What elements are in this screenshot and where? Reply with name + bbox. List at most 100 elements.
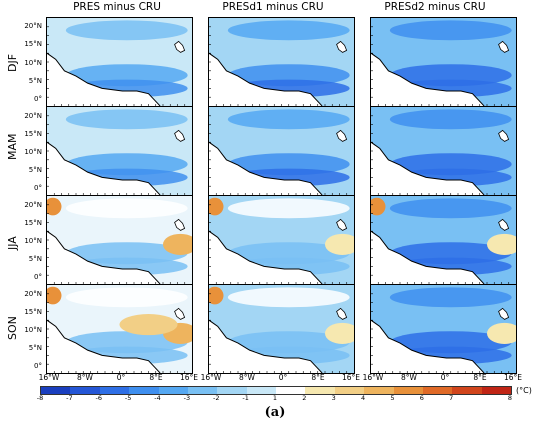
xtick: 16°E [179,373,199,382]
map-panel [46,284,193,374]
colorbar-segment [364,387,394,394]
anomaly-zone [227,331,350,354]
coastline [209,52,323,106]
xtick: 0° [116,373,126,382]
colorbar-segment [246,387,276,394]
anomaly-zone [65,64,188,87]
lake-outline [498,40,510,53]
map-panel [370,284,517,374]
ytick: 20°N [24,290,42,298]
coastline [371,230,485,284]
map-panel [370,195,517,285]
ytick: 15°N [24,130,42,138]
anomaly-map [47,196,192,284]
map-panel [208,17,355,107]
column-title-1: PRES minus CRU [73,1,161,13]
ytick: 5°N [28,255,42,263]
ytick: 0° [34,95,42,103]
colorbar-label: -5 [124,394,132,402]
colorbar-segment [158,387,188,394]
warm-anomaly [209,286,224,305]
ytick: 15°N [24,219,42,227]
colorbar-label: 6 [419,394,424,402]
ocean [209,142,323,195]
xtick: 8°E [311,373,325,382]
xtick: 8°E [149,373,163,382]
anomaly-zone [65,287,188,308]
anomaly-zone [389,64,512,87]
xtick: 8°E [473,373,487,382]
map-panel [208,195,355,285]
ocean [209,320,323,373]
lake-outline [498,307,510,320]
lake-outline [336,307,348,320]
map-panel [370,106,517,196]
colorbar-label: 1 [272,394,278,402]
warm-anomaly [325,233,354,255]
anomaly-zone [227,64,350,87]
anomaly-zone [227,20,350,41]
ytick: 10°N [24,148,42,156]
colorbar-segment [41,387,71,394]
ytick: 20°N [24,201,42,209]
ytick: 20°N [24,22,42,30]
anomaly-map [371,285,516,373]
anomaly-zone [65,153,188,176]
coastline [47,319,161,373]
ocean [47,142,161,195]
coastline [209,319,323,373]
xtick: 8°W [401,373,417,382]
anomaly-zone [389,198,512,219]
xtick: 16°W [200,373,222,382]
colorbar-segment [129,387,159,394]
ocean [371,53,485,106]
map-panel [46,106,193,196]
ytick: 10°N [24,237,42,245]
xtick: 16°W [362,373,384,382]
colorbar-label: 3 [331,394,336,402]
warm-anomaly [119,314,178,336]
column-title-3: PRESd2 minus CRU [384,1,486,13]
anomaly-zone [65,331,188,354]
ytick: 10°N [24,59,42,67]
ytick: 0° [34,273,42,281]
ocean [371,231,485,284]
anomaly-zone [227,109,350,130]
anomaly-map [371,107,516,195]
warm-anomaly [209,197,224,216]
xtick: 0° [278,373,288,382]
anomaly-zone [227,242,350,265]
anomaly-zone [389,287,512,308]
colorbar-segment [187,387,218,394]
colorbar-label: 7 [449,394,454,402]
colorbar-label: -2 [213,394,220,402]
coastline [47,52,161,106]
anomaly-map [47,285,192,373]
ocean [209,53,323,106]
warm-anomaly [47,197,62,216]
coastline [371,52,485,106]
anomaly-map [371,196,516,284]
ytick: 5°N [28,166,42,174]
colorbar-segment [481,387,511,394]
anomaly-map [47,18,192,106]
ytick: 10°N [24,326,42,334]
anomaly-zone [389,20,512,41]
colorbar-segment [452,387,482,394]
xtick: 16°E [503,373,523,382]
anomaly-map [47,107,192,195]
coastline [47,141,161,195]
lake-outline [174,218,186,231]
ocean [47,231,161,284]
colorbar-segment [422,387,453,394]
warm-anomaly [47,286,62,305]
coastline [209,230,323,284]
colorbar-label: -4 [154,394,161,402]
anomaly-zone [389,153,512,176]
colorbar-label: 5 [390,394,395,402]
colorbar-label: -3 [183,394,191,402]
anomaly-zone [65,198,188,219]
map-panel [46,17,193,107]
ytick: 5°N [28,77,42,85]
anomaly-zone [389,242,512,265]
